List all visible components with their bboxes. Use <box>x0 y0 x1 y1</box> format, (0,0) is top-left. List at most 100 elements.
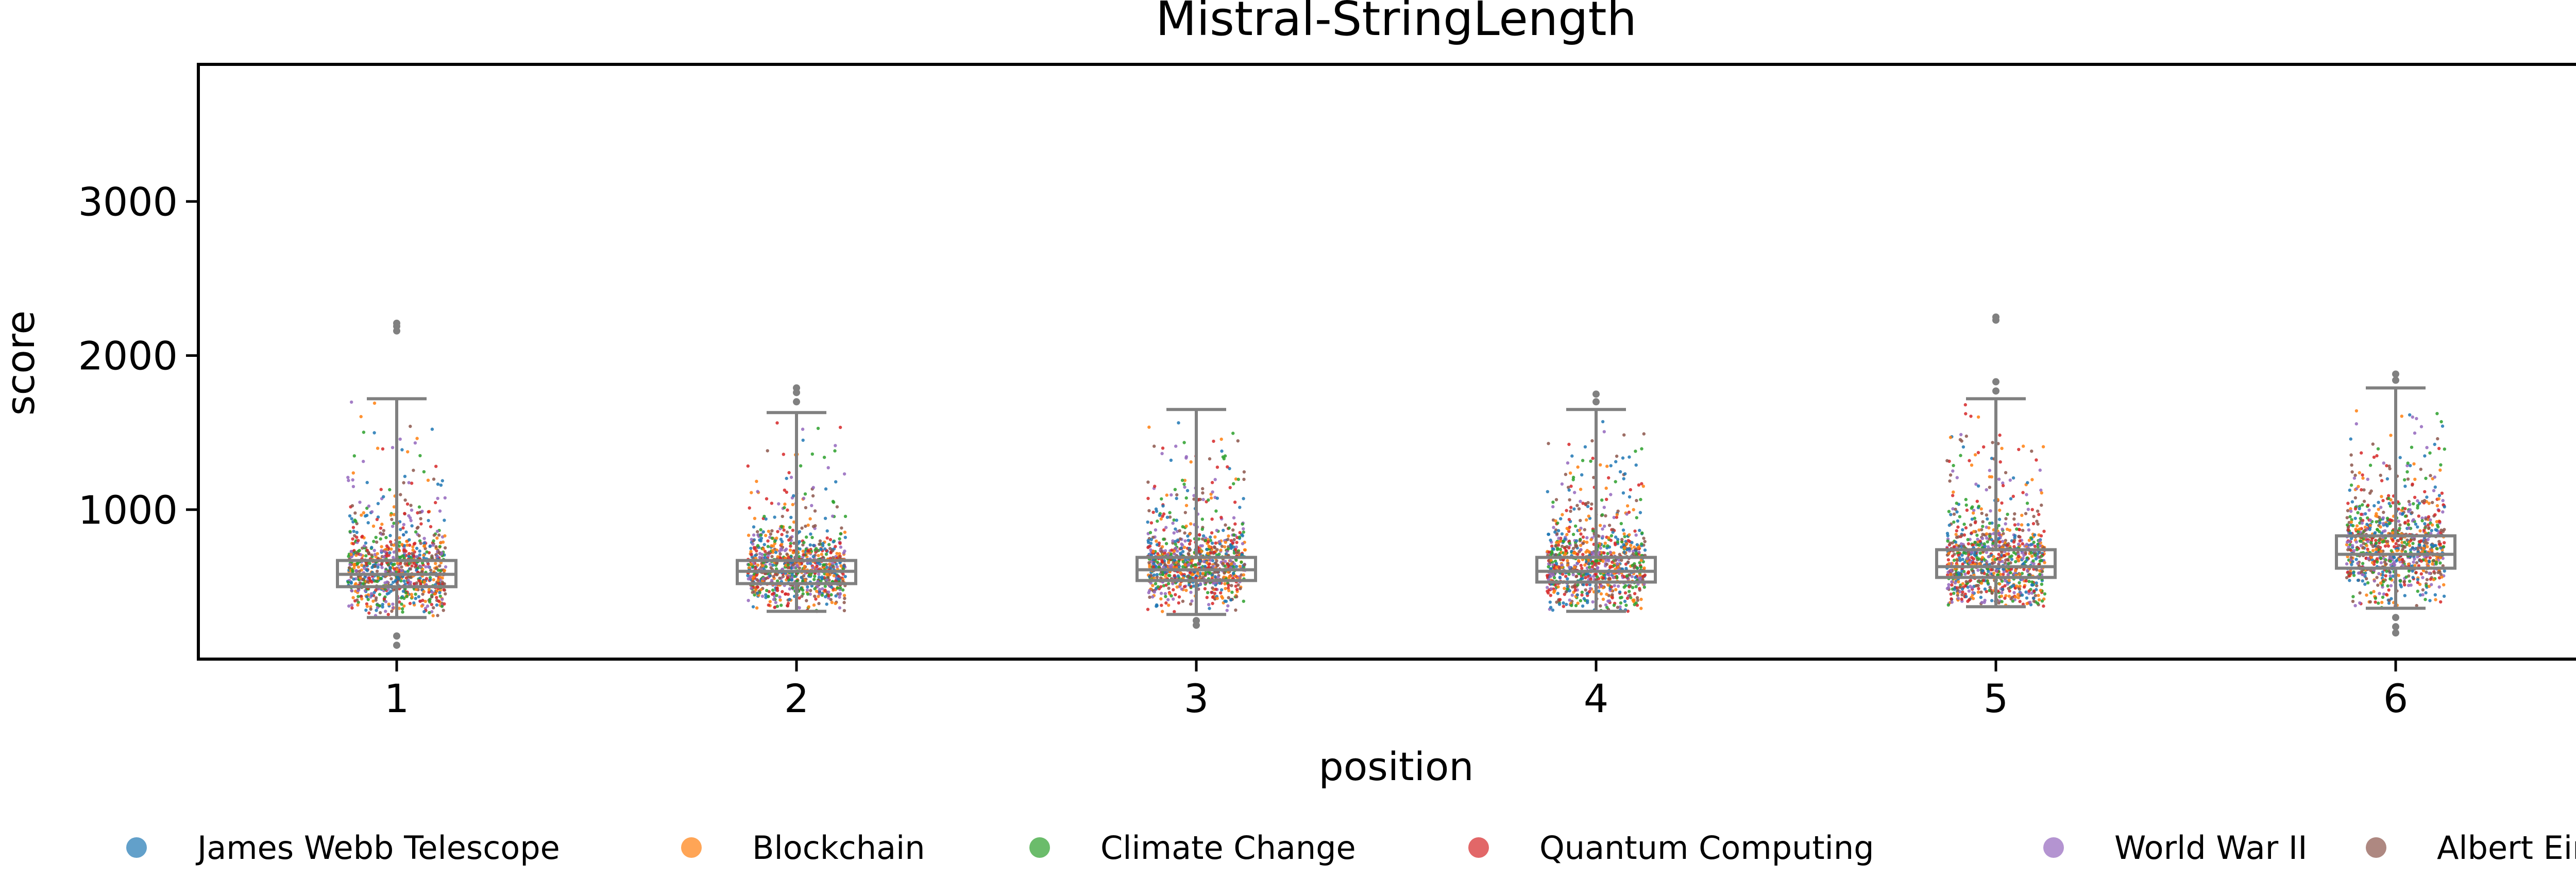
data-point <box>1183 563 1187 567</box>
data-point <box>1155 509 1159 513</box>
data-point <box>750 538 753 541</box>
data-point <box>2021 491 2025 494</box>
data-point <box>1589 459 1592 463</box>
data-point <box>1193 563 1197 567</box>
data-point <box>1198 575 1202 578</box>
data-point <box>1235 588 1239 592</box>
data-point <box>350 400 353 404</box>
data-point <box>2441 564 2445 568</box>
data-point <box>1955 536 1959 539</box>
data-point <box>2038 544 2042 548</box>
data-point <box>1601 597 1605 601</box>
data-point <box>2381 516 2385 520</box>
data-point <box>1958 515 1962 519</box>
data-point <box>1612 564 1616 567</box>
data-point <box>1203 564 1207 568</box>
data-point <box>2368 528 2371 531</box>
data-point <box>806 549 810 553</box>
data-point <box>803 492 807 496</box>
data-point <box>2400 541 2404 544</box>
data-point <box>367 576 371 580</box>
data-point <box>1221 562 1225 566</box>
data-point <box>783 502 787 506</box>
data-point <box>395 567 399 572</box>
data-point <box>1214 561 1218 565</box>
data-point <box>1973 541 1977 544</box>
data-point <box>1549 574 1553 578</box>
data-point <box>391 580 395 584</box>
data-point <box>2433 485 2437 489</box>
data-point <box>1207 498 1210 502</box>
data-point <box>1215 528 1218 532</box>
data-point <box>1643 540 1647 543</box>
data-point <box>1550 544 1554 548</box>
data-point <box>1638 511 1642 514</box>
data-point <box>413 441 417 445</box>
data-point <box>2012 583 2015 587</box>
data-point <box>1167 561 1171 564</box>
data-point <box>838 592 842 596</box>
data-point <box>1998 558 2002 561</box>
data-point <box>1990 591 1994 595</box>
data-point <box>1224 586 1227 591</box>
data-point <box>1216 575 1220 579</box>
data-point <box>1243 563 1246 567</box>
data-point <box>2437 494 2442 497</box>
data-point <box>838 537 841 541</box>
data-point <box>1626 609 1630 613</box>
data-point <box>422 554 426 557</box>
data-point <box>2010 554 2013 558</box>
data-point <box>430 427 434 431</box>
data-point <box>788 597 791 601</box>
data-point <box>1551 608 1555 612</box>
data-point <box>1956 519 1960 523</box>
data-point <box>405 543 409 547</box>
data-point <box>802 496 806 500</box>
data-point <box>1171 582 1175 585</box>
data-point <box>2027 580 2031 583</box>
data-point <box>1581 573 1585 577</box>
data-point <box>1640 542 1643 546</box>
data-point <box>1147 561 1151 564</box>
data-point <box>388 566 392 570</box>
data-point <box>1946 539 1950 543</box>
data-point <box>786 566 790 570</box>
data-point <box>2001 484 2005 488</box>
data-point <box>2360 451 2363 455</box>
data-point <box>432 578 435 582</box>
data-point <box>355 530 359 534</box>
data-point <box>1204 536 1208 540</box>
data-point <box>1991 558 1994 562</box>
data-point <box>1205 596 1209 599</box>
data-point <box>1975 533 1979 537</box>
data-point <box>2040 582 2044 586</box>
data-point <box>1158 513 1161 517</box>
data-point <box>2038 559 2042 563</box>
data-point <box>2426 538 2430 542</box>
data-point <box>2030 478 2034 481</box>
data-point <box>1617 584 1620 588</box>
data-point <box>2429 577 2432 581</box>
data-point <box>388 488 392 492</box>
data-point <box>366 521 370 525</box>
data-point <box>2397 507 2400 511</box>
data-point <box>1560 482 1564 486</box>
data-point <box>1238 564 1242 568</box>
data-point <box>438 591 442 595</box>
data-point <box>1170 594 1173 598</box>
data-point <box>1964 595 1968 598</box>
data-point <box>2032 540 2036 544</box>
data-point <box>2025 493 2028 496</box>
data-point <box>403 475 407 478</box>
data-point <box>1222 528 1225 532</box>
data-point <box>777 502 781 506</box>
data-point <box>2022 567 2026 572</box>
data-point <box>1553 589 1556 593</box>
data-point <box>1961 558 1964 561</box>
data-point <box>421 567 425 571</box>
data-point <box>1181 576 1185 580</box>
data-point <box>1589 577 1592 581</box>
data-point <box>2026 481 2029 485</box>
data-point <box>352 454 356 458</box>
data-point <box>1585 583 1589 586</box>
